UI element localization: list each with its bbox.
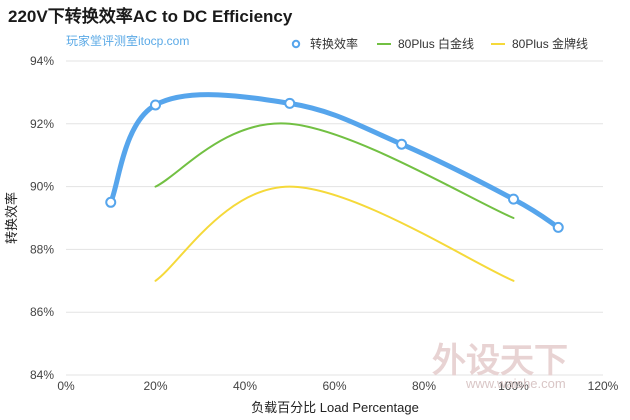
watermark-url: www.waishe.com xyxy=(465,376,566,391)
y-tick-label: 88% xyxy=(30,242,54,256)
x-axis-ticks: 0% 20% 40% 60% 80% 100% 120% xyxy=(57,379,618,393)
legend-label: 80Plus 白金线 xyxy=(398,36,474,51)
data-point xyxy=(508,193,519,205)
data-point xyxy=(552,221,564,233)
data-point xyxy=(396,138,408,150)
y-tick-label: 94% xyxy=(30,54,54,68)
legend-label: 80Plus 金牌线 xyxy=(512,36,588,51)
y-axis-label: 转换效率 xyxy=(4,192,19,244)
series-line xyxy=(154,185,515,282)
x-tick-label: 20% xyxy=(143,379,167,393)
series-56a5ec xyxy=(105,92,564,233)
y-axis-ticks: 84% 86% 88% 90% 92% 94% xyxy=(30,54,54,382)
x-tick-label: 100% xyxy=(498,379,529,393)
chart-subtitle: 玩家堂评测室itocp.com xyxy=(66,33,189,48)
series-f5d93a xyxy=(154,185,515,282)
data-point xyxy=(105,196,117,208)
data-point xyxy=(284,97,296,109)
x-tick-label: 60% xyxy=(322,379,346,393)
watermark-logo-text: 外设天下 xyxy=(432,342,568,380)
y-tick-label: 84% xyxy=(30,368,54,382)
series-lines xyxy=(105,92,564,282)
watermark: 外设天下 www.waishe.com xyxy=(432,342,568,391)
data-point xyxy=(150,99,161,111)
y-tick-label: 86% xyxy=(30,305,54,319)
legend-label: 转换效率 xyxy=(310,36,358,51)
chart-title: 220V下转换效率AC to DC Efficiency xyxy=(8,6,293,26)
x-tick-label: 120% xyxy=(588,379,619,393)
y-tick-label: 92% xyxy=(30,117,54,131)
x-axis-label: 负载百分比 Load Percentage xyxy=(251,400,419,415)
legend-marker xyxy=(291,39,301,49)
x-tick-label: 80% xyxy=(412,379,436,393)
series-line xyxy=(154,122,515,219)
y-tick-label: 90% xyxy=(30,180,54,194)
legend: 转换效率 80Plus 白金线 80Plus 金牌线 xyxy=(291,36,588,51)
x-tick-label: 0% xyxy=(57,379,75,393)
x-tick-label: 40% xyxy=(233,379,257,393)
series-72c043 xyxy=(154,122,515,219)
grid-lines xyxy=(66,60,603,376)
